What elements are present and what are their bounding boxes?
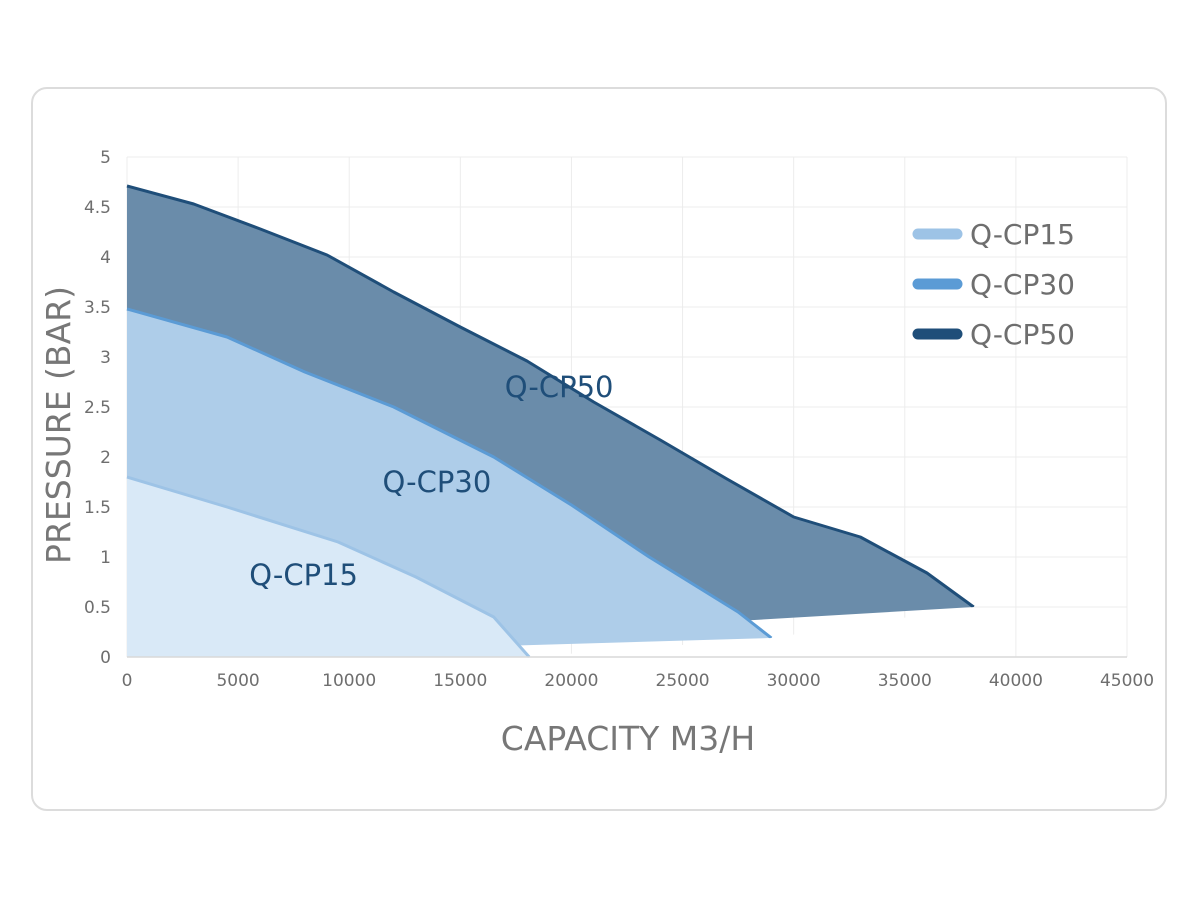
y-tick-label: 2 — [100, 448, 111, 468]
line-q-cp50 — [126, 184, 975, 609]
legend: Q-CP15 Q-CP30 Q-CP50 — [912, 218, 1075, 351]
x-tick-label: 5000 — [216, 671, 259, 691]
legend-label: Q-CP30 — [970, 268, 1075, 301]
area-label-q-cp50: Q-CP50 — [505, 370, 614, 404]
x-tick-label: 15000 — [433, 671, 487, 691]
y-tick-label: 2.5 — [84, 398, 111, 418]
x-tick-label: 0 — [122, 671, 133, 691]
y-tick-label: 5 — [100, 148, 111, 168]
x-tick-label: 10000 — [322, 671, 376, 691]
x-tick-label: 45000 — [1100, 671, 1154, 691]
y-axis-ticks: 0 0.5 1 1.5 2 2.5 3 3.5 4 4.5 5 — [84, 148, 111, 668]
y-tick-label: 1.5 — [84, 498, 111, 518]
area-label-q-cp30: Q-CP30 — [383, 465, 492, 499]
area-q-cp15 — [127, 477, 530, 657]
y-axis-title: PRESSURE (BAR) — [39, 286, 78, 564]
area-label-q-cp15: Q-CP15 — [249, 558, 358, 592]
x-axis-ticks: 0 5000 10000 15000 20000 25000 30000 35000 40000… — [122, 671, 1154, 691]
baseline-mask — [529, 607, 974, 657]
x-tick-label: 20000 — [544, 671, 598, 691]
x-tick-label: 30000 — [767, 671, 821, 691]
y-tick-label: 4 — [100, 248, 111, 268]
y-tick-label: 0.5 — [84, 598, 111, 618]
x-tick-label: 40000 — [989, 671, 1043, 691]
y-tick-label: 1 — [100, 548, 111, 568]
line-q-cp15 — [126, 475, 531, 658]
y-tick-label: 0 — [100, 648, 111, 668]
x-tick-label: 35000 — [878, 671, 932, 691]
y-tick-label: 3 — [100, 348, 111, 368]
area-labels: Q-CP50 Q-CP30 Q-CP15 — [249, 370, 613, 592]
y-tick-label: 3.5 — [84, 298, 111, 318]
legend-label: Q-CP50 — [970, 318, 1075, 351]
y-tick-label: 4.5 — [84, 198, 111, 218]
x-tick-label: 25000 — [656, 671, 710, 691]
series-areas — [126, 184, 1127, 658]
line-q-cp30 — [126, 307, 773, 640]
x-axis-title: CAPACITY M3/H — [501, 719, 755, 758]
legend-label: Q-CP15 — [970, 218, 1075, 251]
